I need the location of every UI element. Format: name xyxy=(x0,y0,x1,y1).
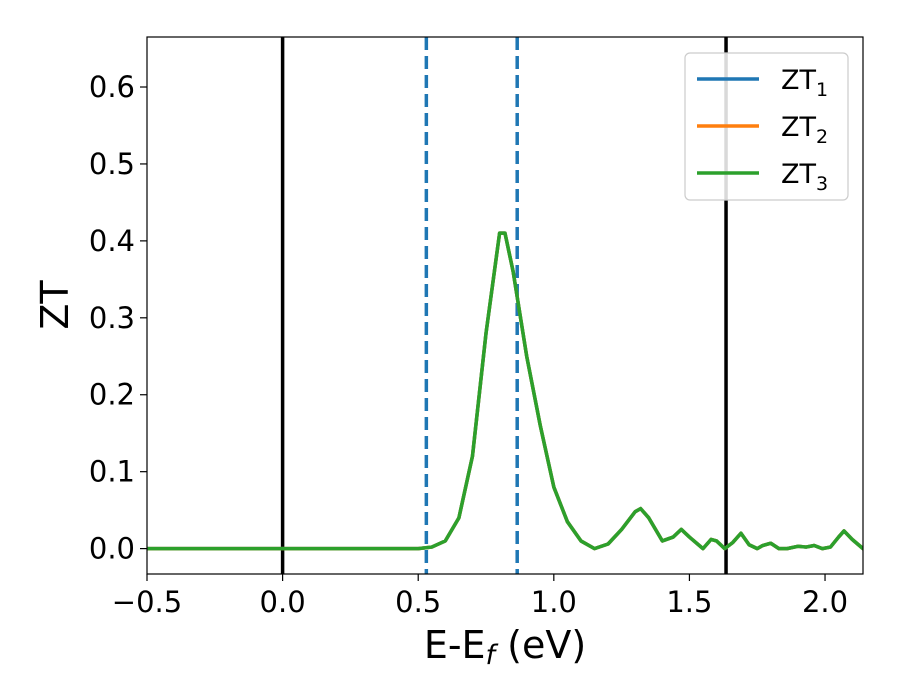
legend-box xyxy=(684,52,849,201)
x-tick-label: 1.0 xyxy=(531,585,577,619)
y-tick-label: 0.0 xyxy=(89,532,135,566)
reference-lines xyxy=(280,37,728,574)
plot-frame xyxy=(146,36,864,575)
y-axis: 0.0 0.1 0.2 0.3 0.4 0.5 0.6 xyxy=(89,70,147,566)
legend-label-2: ZT2 xyxy=(781,112,828,148)
series-lines xyxy=(147,231,863,551)
x-tick-label: 0.5 xyxy=(395,585,441,619)
y-tick-label: 0.3 xyxy=(89,301,135,335)
x-tick-label: 0.0 xyxy=(260,585,306,619)
y-axis-title: ZT xyxy=(33,280,77,330)
series-line-2 xyxy=(147,231,863,551)
series-line-3 xyxy=(147,231,863,551)
x-tick-label: −0.5 xyxy=(112,585,182,619)
series-line-1 xyxy=(147,231,863,551)
legend: ZT1 ZT2 ZT3 xyxy=(684,52,849,201)
x-tick-label: 2.0 xyxy=(802,585,848,619)
x-axis: −0.5 0.0 0.5 1.0 1.5 2.0 xyxy=(112,574,848,619)
x-axis-title: E-Ef (eV) xyxy=(424,623,586,671)
x-tick-label: 1.5 xyxy=(666,585,712,619)
y-tick-label: 0.5 xyxy=(89,147,135,181)
y-tick-label: 0.4 xyxy=(89,224,135,258)
legend-label-3: ZT3 xyxy=(781,159,828,195)
legend-label-1: ZT1 xyxy=(781,65,828,101)
y-tick-label: 0.1 xyxy=(89,455,135,489)
y-tick-label: 0.6 xyxy=(89,70,135,104)
y-tick-label: 0.2 xyxy=(89,378,135,412)
